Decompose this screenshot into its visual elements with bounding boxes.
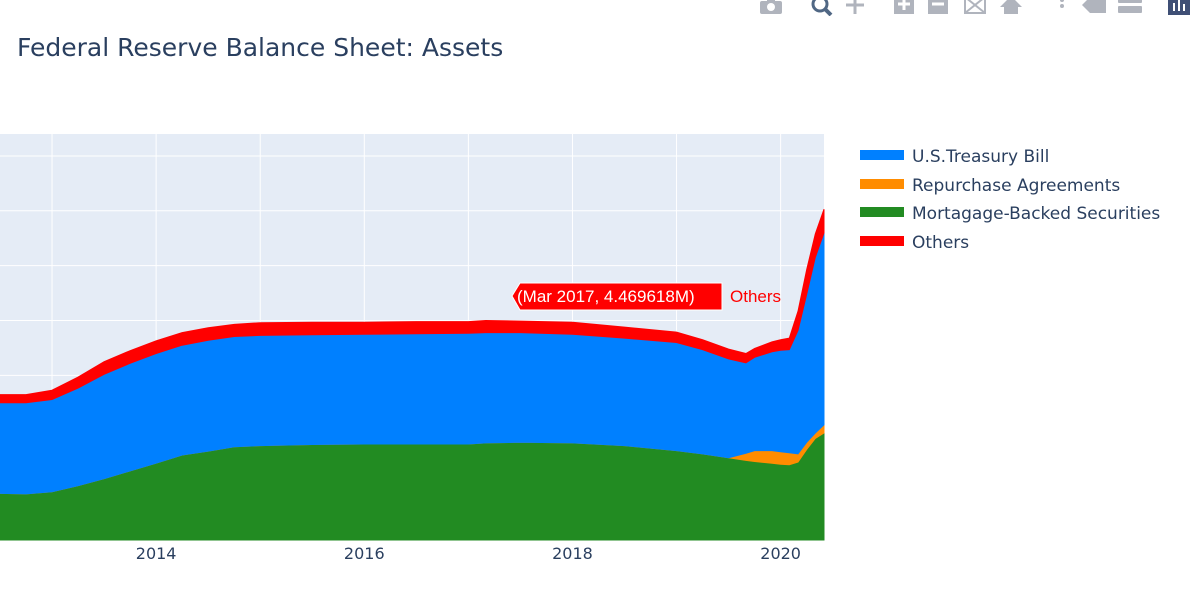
spike-lines-icon[interactable] (1060, 0, 1064, 8)
legend-swatch (860, 207, 904, 217)
area-series (0, 209, 825, 541)
legend-swatch (860, 235, 904, 246)
x-tick-label: 2014 (136, 544, 177, 563)
legend-label: Repurchase Agreements (912, 175, 1121, 196)
reset-axes-icon[interactable] (1000, 0, 1022, 14)
x-axis: 2014 2016 2018 2020 (136, 544, 801, 563)
legend-label: U.S.Treasury Bill (912, 147, 1050, 167)
legend-label: Mortagage-Backed Securities (912, 204, 1161, 224)
x-tick-label: 2020 (760, 544, 801, 563)
hover-compare-icon[interactable] (1118, 0, 1142, 13)
autoscale-icon[interactable] (964, 0, 986, 14)
tooltip-value: (Mar 2017, 4.469618M) (517, 287, 695, 306)
legend: U.S.Treasury Bill Repurchase Agreements Mo… (860, 146, 1160, 260)
chart-title: Federal Reserve Balance Sheet: Assets (17, 33, 504, 62)
zoom-out-icon[interactable] (928, 0, 948, 14)
camera-icon[interactable] (760, 0, 782, 14)
legend-swatch (860, 150, 904, 160)
zoom-in-icon[interactable] (894, 0, 914, 14)
tooltip-box (511, 282, 723, 311)
legend-item[interactable]: U.S.Treasury Bill (860, 146, 1160, 175)
legend-swatch (860, 178, 904, 189)
hover-closest-icon[interactable] (1082, 0, 1106, 13)
x-tick-label: 2018 (552, 544, 593, 563)
hover-tooltip: (Mar 2017, 4.469618M) Others (511, 282, 781, 311)
pan-icon[interactable] (846, 0, 864, 14)
modebar (760, 0, 1190, 16)
area-others[interactable] (0, 209, 825, 404)
legend-item[interactable]: Others (860, 232, 1160, 261)
zoom-icon[interactable] (811, 0, 833, 16)
legend-item[interactable]: Mortagage-Backed Securities (860, 203, 1160, 232)
plotly-logo-icon[interactable] (1168, 0, 1190, 15)
tooltip-series-name: Others (730, 287, 781, 306)
legend-item[interactable]: Repurchase Agreements (860, 175, 1160, 204)
legend-label: Others (912, 232, 970, 253)
x-tick-label: 2016 (344, 544, 385, 563)
